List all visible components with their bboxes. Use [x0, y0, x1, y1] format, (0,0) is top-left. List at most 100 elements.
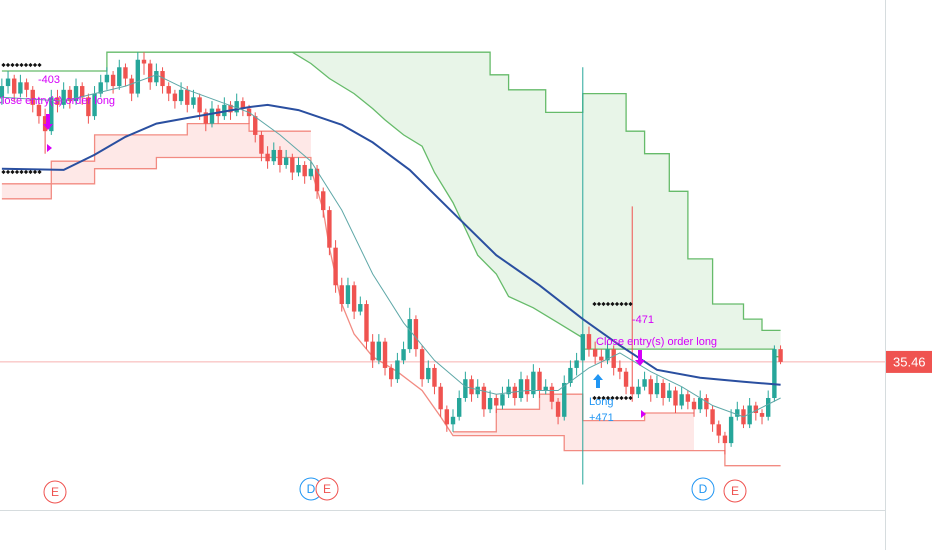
candle-body: [778, 349, 783, 362]
candle-body: [500, 394, 505, 406]
level-marker: [32, 169, 38, 175]
annotation: Close entry(s) order long: [596, 336, 717, 348]
band-upper-line: [1, 122, 694, 433]
candle-body: [611, 349, 616, 368]
level-marker: [596, 301, 602, 307]
candle-body: [450, 416, 456, 425]
exit-arrow: [43, 114, 53, 130]
candle-body: [61, 89, 66, 105]
candle-body: [191, 97, 196, 105]
candle-body: [147, 63, 153, 83]
candle-body: [592, 349, 598, 357]
event-marker-label: E: [51, 485, 59, 499]
candle-body: [253, 116, 258, 135]
candle-body: [456, 398, 462, 417]
event-marker-label: D: [699, 482, 708, 496]
candle-body: [389, 367, 394, 380]
candle-body: [86, 97, 91, 117]
candle-body: [364, 304, 369, 342]
candle-body: [36, 104, 42, 117]
candle-body: [673, 390, 678, 406]
event-marker-label: E: [731, 484, 739, 498]
level-marker: [1, 62, 6, 68]
event-marker-label: D: [307, 482, 316, 496]
candle-body: [413, 319, 419, 350]
candle-body: [117, 67, 122, 87]
candle-body: [722, 435, 728, 444]
level-marker: [601, 395, 606, 401]
candle-body: [691, 401, 697, 410]
candle-body: [728, 416, 734, 444]
candle-body: [160, 71, 165, 87]
candle-body: [648, 379, 653, 395]
candle-body: [586, 334, 592, 350]
candle-body: [642, 379, 647, 387]
candle-body: [154, 71, 159, 83]
level-marker: [596, 395, 602, 401]
band-upper-line: [1, 51, 781, 332]
candle-body: [537, 371, 542, 391]
candle-body: [494, 398, 499, 406]
level-marker: [592, 395, 597, 401]
candle-body: [463, 379, 468, 399]
exit-arrow: [635, 350, 645, 366]
candle-body: [259, 134, 264, 154]
candle-body: [679, 394, 684, 406]
moving-average: [1, 74, 781, 418]
candle-body: [747, 405, 752, 425]
level-marker: [619, 395, 624, 401]
candle-body: [302, 164, 307, 177]
band-fill: [292, 52, 781, 357]
annotation: Close entry(s) order long: [0, 95, 115, 107]
event-marker-label: E: [323, 482, 331, 496]
level-marker: [601, 301, 606, 307]
candle-body: [599, 356, 604, 361]
candle-body: [469, 379, 474, 395]
candle-body: [667, 390, 672, 399]
level-marker: [610, 301, 615, 307]
level-marker: [5, 62, 11, 68]
candle-body: [401, 349, 406, 361]
candle-body: [24, 82, 29, 90]
candle-body: [185, 89, 190, 105]
candle-body: [772, 349, 777, 399]
level-marker: [37, 169, 42, 175]
candle-body: [110, 74, 116, 87]
level-marker: [614, 395, 620, 401]
entry-arrow: [593, 374, 603, 388]
event-marker: [315, 477, 339, 501]
candle-body: [630, 386, 635, 395]
candle-body: [518, 379, 524, 399]
candle-body: [481, 386, 487, 410]
candle-body: [438, 386, 443, 410]
candle-body: [735, 409, 740, 417]
candle-body: [395, 360, 400, 380]
candle-body: [580, 334, 585, 361]
candle-body: [351, 285, 357, 312]
candle-body: [30, 89, 35, 105]
candle-body: [240, 101, 246, 109]
candle-body: [568, 367, 573, 383]
level-marker: [623, 301, 629, 307]
candle-body: [704, 398, 709, 410]
candle-body: [376, 341, 382, 361]
candle-body: [172, 93, 178, 102]
level-marker: [605, 301, 611, 307]
candle-body: [382, 341, 388, 368]
candle-body: [98, 82, 103, 94]
candle-body: [555, 401, 561, 417]
candle-body: [487, 398, 493, 410]
candle-body: [104, 74, 110, 83]
level-marker: [32, 62, 38, 68]
level-marker: [19, 169, 24, 175]
level-marker: [1, 169, 6, 175]
candle-body: [283, 157, 289, 165]
event-marker: [691, 477, 715, 501]
level-marker: [14, 169, 20, 175]
candle-body: [543, 386, 548, 391]
candle-body: [123, 67, 128, 79]
candle-body: [333, 247, 338, 286]
level-marker: [14, 62, 20, 68]
candle-body: [623, 371, 629, 387]
candle-body: [209, 108, 215, 124]
